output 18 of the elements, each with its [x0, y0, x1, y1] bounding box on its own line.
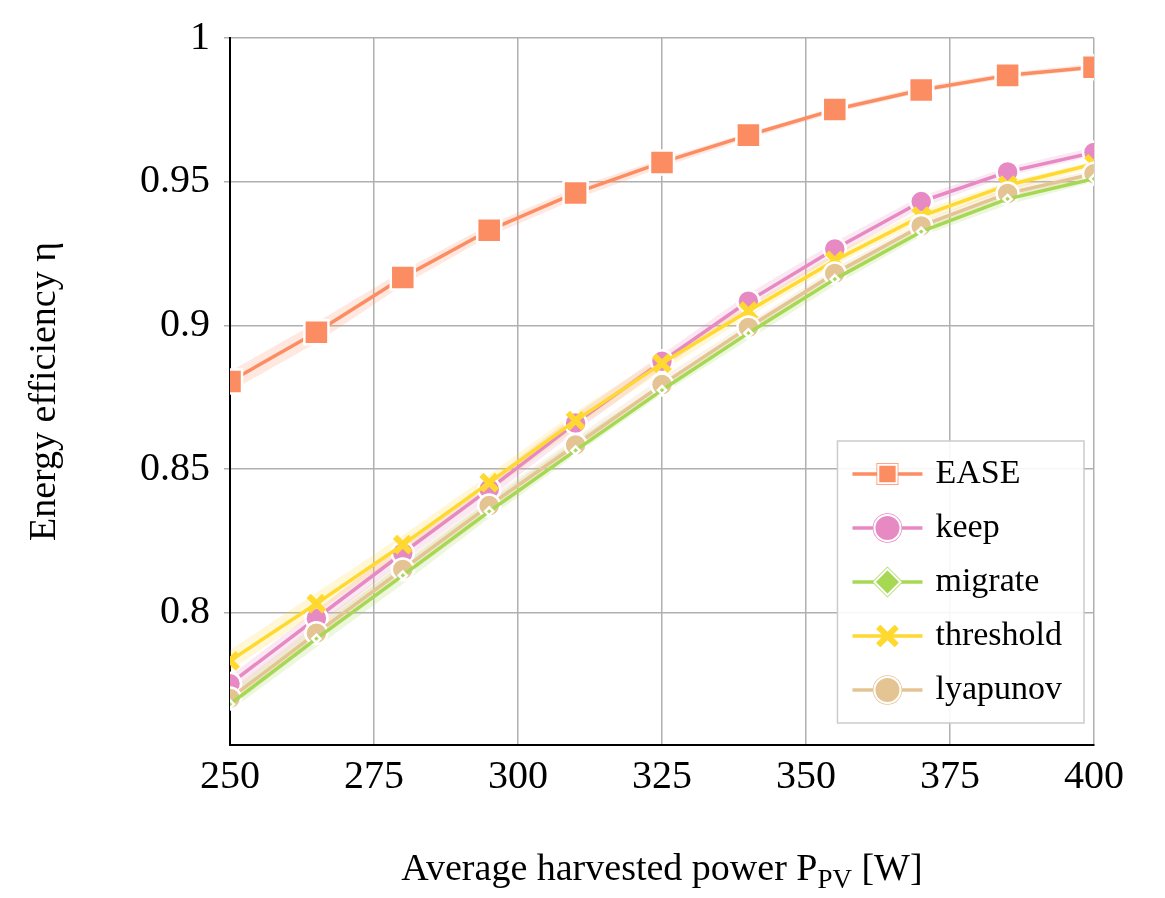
x-tick-label: 325: [632, 751, 692, 797]
legend-label: EASE: [935, 452, 1021, 490]
x-tick-label: 350: [776, 751, 836, 797]
y-axis-title: Energy efficiency η: [20, 241, 63, 542]
y-tick-label: 0.95: [140, 156, 210, 202]
x-tick-label: 375: [920, 751, 980, 797]
y-tick-label: 0.8: [160, 587, 210, 633]
x-tick-label: 400: [1064, 751, 1124, 797]
x-tick-label: 275: [344, 751, 404, 797]
legend-label: threshold: [935, 614, 1063, 652]
y-tick-label: 1: [190, 12, 210, 58]
x-tick-label: 300: [488, 751, 548, 797]
legend-label: lyapunov: [935, 668, 1063, 706]
legend-label: migrate: [935, 560, 1040, 598]
legend-label: keep: [935, 506, 1000, 544]
y-tick-label: 0.85: [140, 443, 210, 489]
x-tick-label: 250: [200, 751, 260, 797]
y-tick-label: 0.9: [160, 299, 210, 345]
